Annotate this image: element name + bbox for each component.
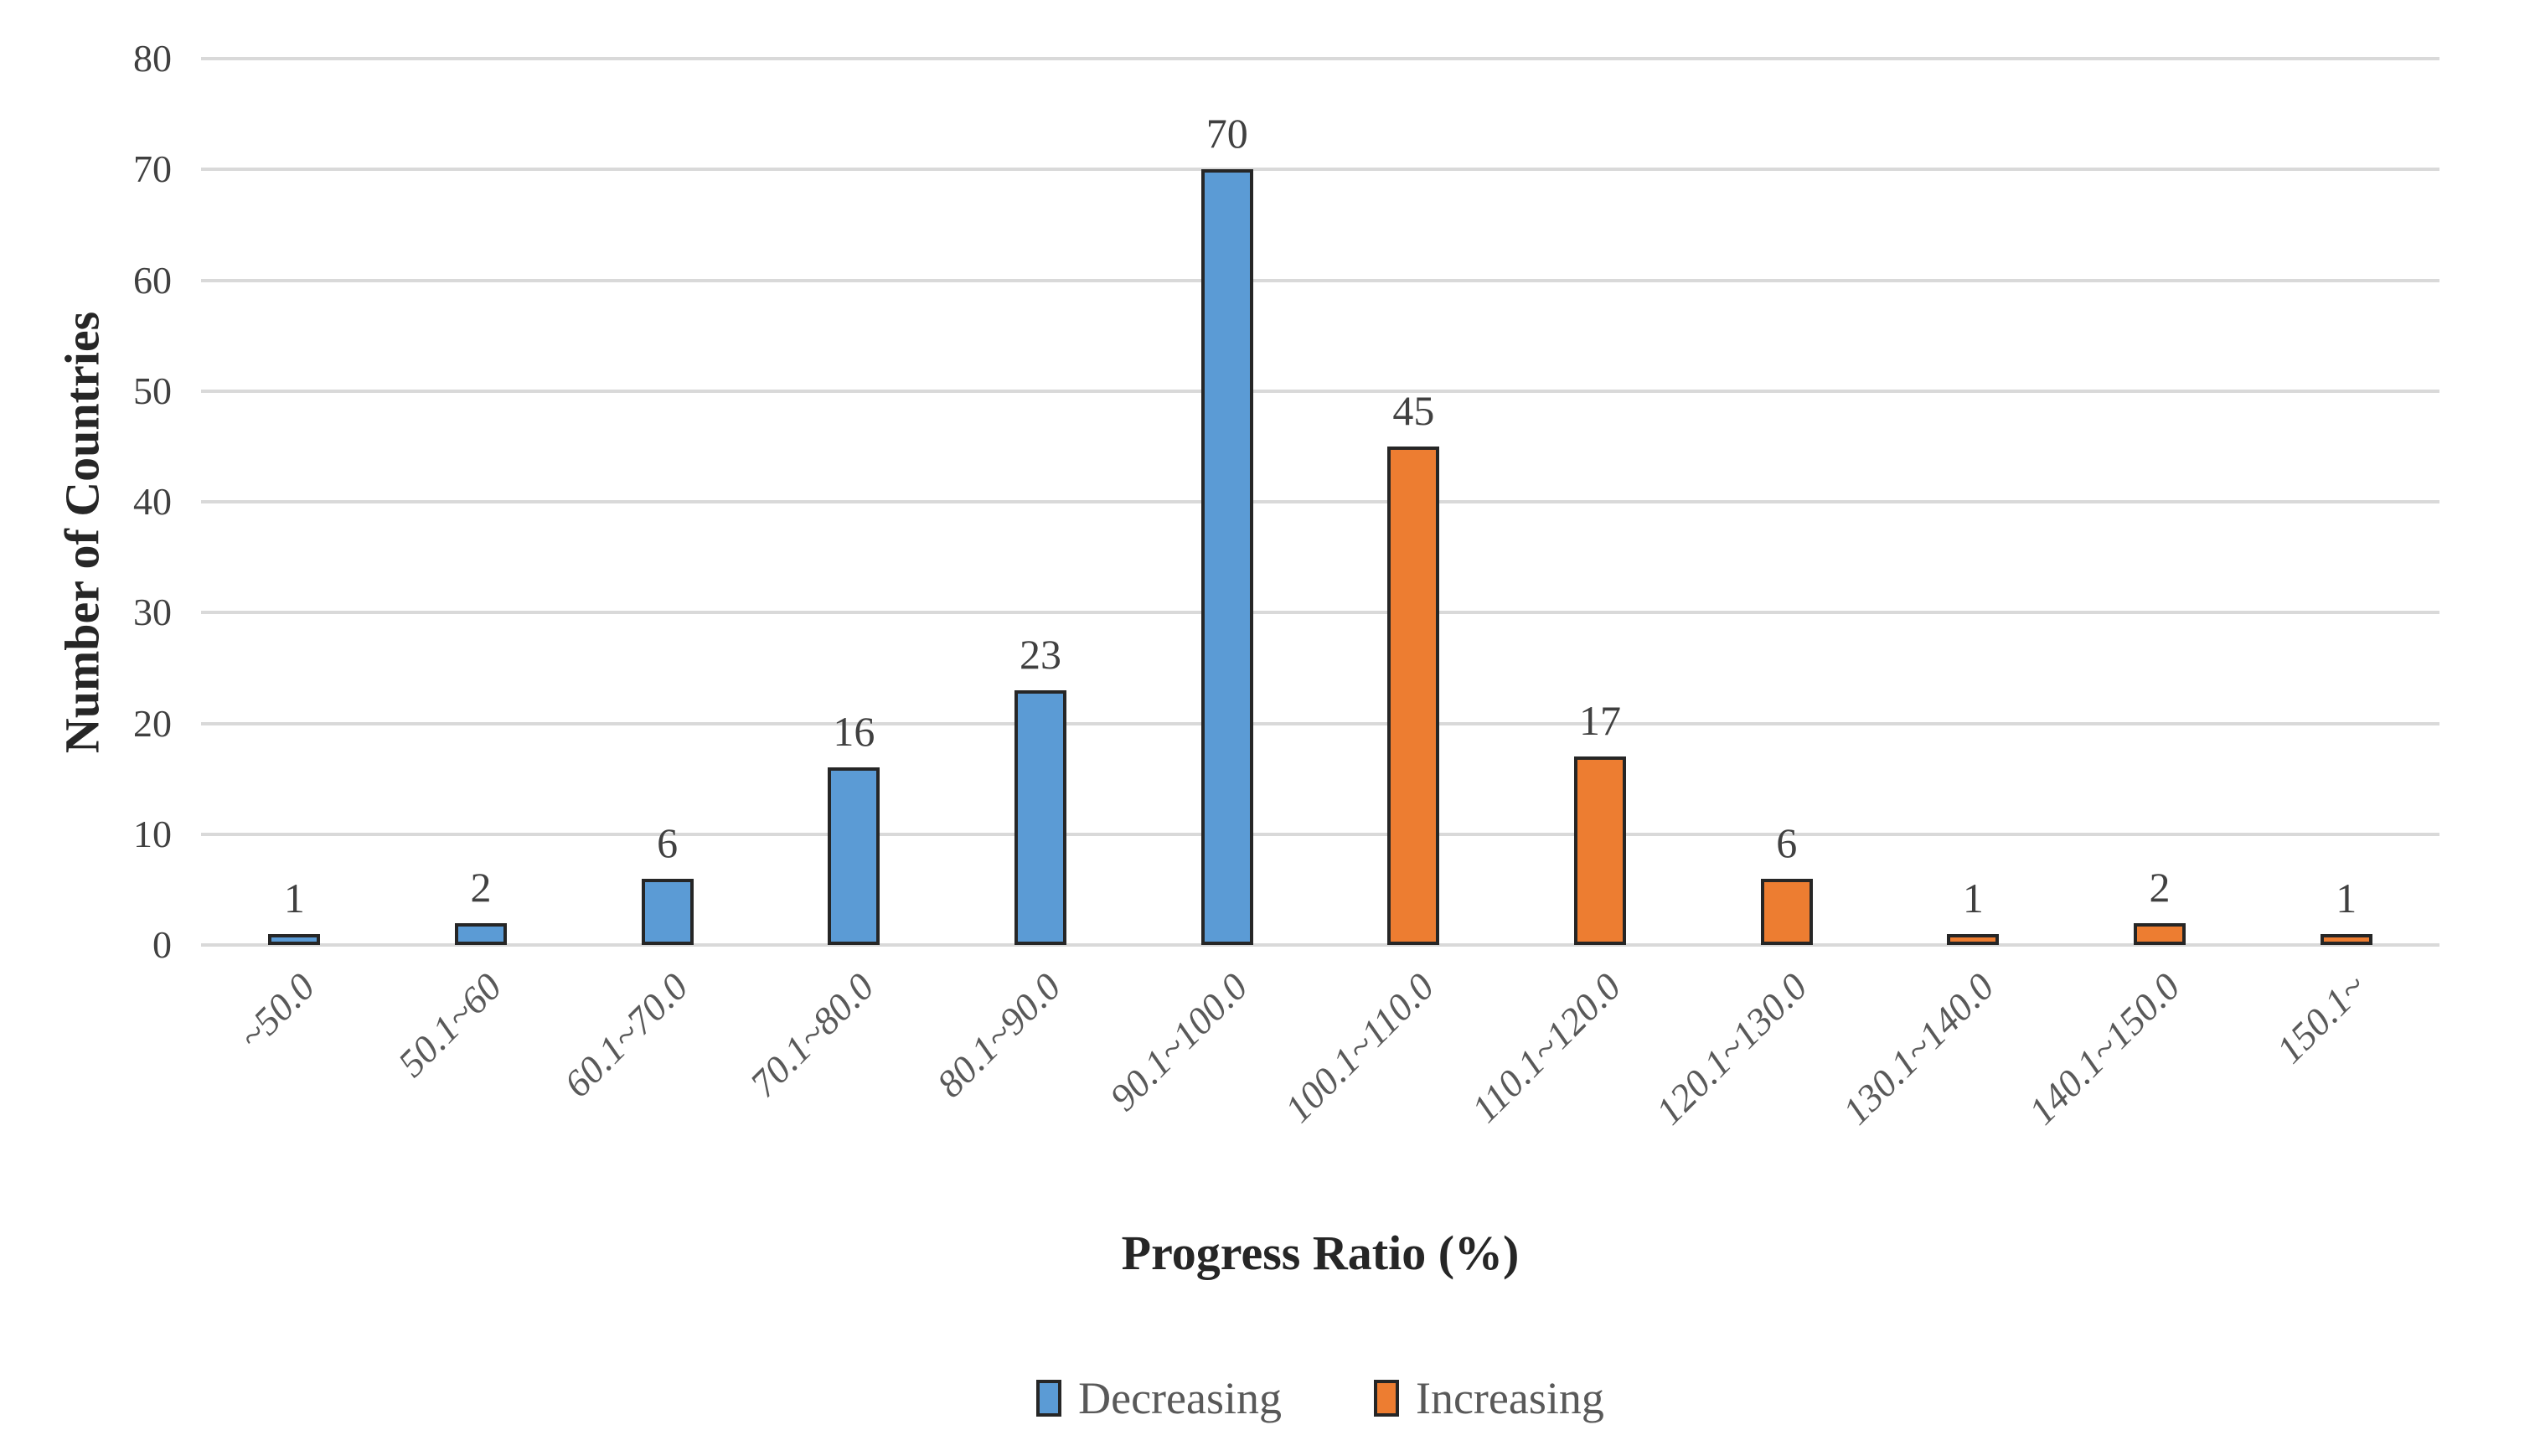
category-slot: 2 50.1~60 (388, 59, 575, 1085)
bars-row: 1 ~50.0 2 50.1~60 6 60.1~70.0 16 70.1~80.0 23 80.… (201, 59, 2439, 1133)
gridline (201, 57, 2439, 60)
bar-value-label: 16 (833, 708, 875, 756)
y-tick-label: 20 (133, 701, 172, 745)
category-slot: 2 140.1~150.0 (2021, 59, 2253, 1133)
bar-increasing (1760, 878, 1813, 945)
x-tick-label: ~50.0 (230, 964, 323, 1058)
category-slot: 6 120.1~130.0 (1648, 59, 1880, 1133)
bar-decreasing (1200, 169, 1253, 945)
bar-decreasing (641, 878, 694, 945)
x-tick-label: 100.1~110.0 (1276, 964, 1443, 1131)
gridline (201, 389, 2439, 393)
y-tick-label: 10 (133, 812, 172, 855)
plot-area: 0 10 20 30 40 50 60 70 80 1 ~50.0 2 50.1~60 6 60.1~70… (133, 39, 2439, 1133)
bar-increasing (2134, 922, 2186, 945)
bar-value-label: 45 (1392, 386, 1435, 434)
x-tick-label: 80.1~90.0 (928, 964, 1069, 1106)
x-tick-label: 110.1~120.0 (1463, 964, 1629, 1131)
y-tick-label: 50 (133, 369, 172, 412)
x-tick-label: 60.1~70.0 (555, 964, 696, 1106)
bar-value-label: 2 (470, 863, 492, 911)
bar-decreasing (1014, 689, 1067, 945)
bar-increasing (1947, 933, 2000, 945)
bar-value-label: 6 (1776, 818, 1798, 866)
gridline (201, 943, 2439, 947)
category-slot: 1 ~50.0 (201, 59, 388, 1058)
legend-label: Decreasing (1078, 1373, 1282, 1423)
y-tick-label: 60 (133, 258, 172, 302)
category-slot: 1 150.1~ (2253, 59, 2439, 1071)
category-slot: 17 110.1~120.0 (1463, 59, 1694, 1130)
y-tick-label: 40 (133, 480, 172, 523)
category-slot: 70 90.1~100.0 (1102, 59, 1320, 1118)
bar-value-label: 1 (2336, 874, 2357, 922)
bar-value-label: 1 (283, 874, 305, 922)
category-slot: 45 100.1~110.0 (1277, 59, 1507, 1131)
category-slot: 23 80.1~90.0 (928, 59, 1134, 1106)
gridline (201, 168, 2439, 172)
bar-value-label: 1 (1962, 874, 1984, 922)
increasing-swatch-icon (1373, 1380, 1399, 1417)
bar-increasing (1574, 756, 1627, 945)
x-tick-label: 140.1~150.0 (2020, 964, 2189, 1133)
decreasing-swatch-icon (1036, 1380, 1062, 1417)
bar-value-label: 2 (2149, 863, 2171, 911)
gridline (201, 278, 2439, 282)
bar-decreasing (828, 767, 880, 945)
x-tick-label: 70.1~80.0 (741, 964, 883, 1106)
x-axis-title: Progress Ratio (%) (1121, 1226, 1520, 1280)
gridline (201, 721, 2439, 725)
bar-value-label: 17 (1579, 697, 1622, 745)
bar-increasing (2320, 933, 2372, 945)
bar-decreasing (455, 922, 507, 945)
category-slot: 1 130.1~140.0 (1834, 59, 2067, 1133)
bar-value-label: 23 (1020, 630, 1062, 678)
gridline (201, 832, 2439, 836)
bar-value-label: 70 (1205, 110, 1248, 157)
x-tick-label: 50.1~60 (389, 964, 509, 1085)
y-tick-label: 70 (133, 147, 172, 191)
legend-item-increasing: Increasing (1373, 1373, 1604, 1423)
bar-increasing (1387, 446, 1440, 945)
y-tick-label: 0 (152, 923, 172, 966)
x-tick-label: 120.1~130.0 (1647, 964, 1815, 1133)
legend: Decreasing Increasing (201, 1376, 2439, 1421)
x-tick-label: 130.1~140.0 (1834, 964, 2002, 1133)
bar-value-label: 6 (657, 818, 679, 866)
legend-label: Increasing (1415, 1373, 1604, 1423)
y-tick-label: 80 (133, 37, 172, 80)
category-slot: 6 60.1~70.0 (555, 59, 761, 1106)
x-tick-label: 90.1~100.0 (1101, 964, 1256, 1119)
gridline (201, 500, 2439, 503)
gridline (201, 611, 2439, 615)
legend-item-decreasing: Decreasing (1036, 1376, 1282, 1421)
bar-decreasing (268, 933, 321, 945)
y-tick-label: 30 (133, 591, 172, 634)
x-tick-label: 150.1~ (2268, 964, 2375, 1071)
category-slot: 16 70.1~80.0 (742, 59, 947, 1105)
